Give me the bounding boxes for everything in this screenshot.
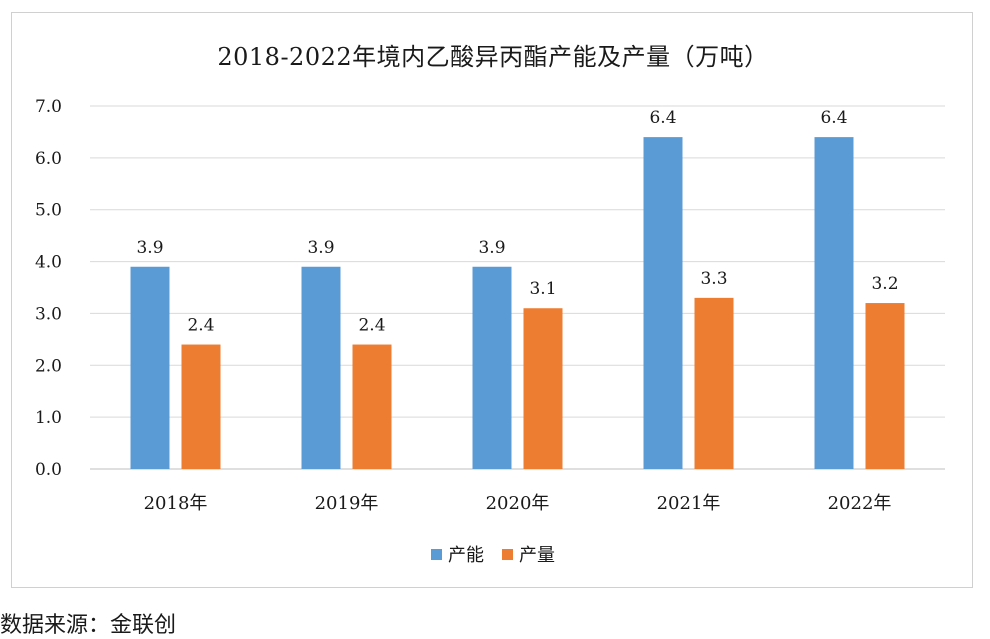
bar-output [865,303,905,469]
legend-label-output: 产量 [519,545,555,566]
y-tick-label: 1.0 [35,408,62,428]
chart-title: 2018-2022年境内乙酸异丙酯产能及产量（万吨） [217,43,769,71]
data-label: 6.4 [649,108,676,128]
y-tick-label: 4.0 [35,253,62,273]
bar-output [181,344,221,469]
chart-legend: 产能 产量 [12,541,974,567]
bar-capacity [472,266,512,469]
y-tick-label: 7.0 [35,97,62,117]
y-tick-label: 2.0 [35,356,62,376]
bar-capacity [814,137,854,469]
data-label: 6.4 [820,108,847,128]
data-label: 3.2 [871,274,898,294]
data-label: 2.4 [187,316,214,336]
bar-capacity [130,266,170,469]
legend-item-output: 产量 [502,541,555,567]
x-tick-label: 2019年 [315,493,379,514]
y-tick-label: 6.0 [35,149,62,169]
x-tick-label: 2021年 [657,493,721,514]
bar-output [352,344,392,469]
bar-output [523,308,563,469]
x-tick-label: 2020年 [486,493,550,514]
legend-label-capacity: 产能 [448,545,484,566]
bar-capacity [643,137,683,469]
legend-item-capacity: 产能 [431,541,484,567]
data-label: 3.1 [529,279,556,299]
chart-frame: 2018-2022年境内乙酸异丙酯产能及产量（万吨） 0.0 1.0 2.0 3.0 4… [11,12,973,588]
y-tick-label: 0.0 [35,460,62,480]
bar-chart-plot: 0.0 1.0 2.0 3.0 4.0 5.0 6.0 7.0 3.9 2.4 2018年 3.9 2.… [35,97,945,514]
data-label: 3.9 [478,238,505,258]
y-tick-label: 5.0 [35,201,62,221]
y-tick-label: 3.0 [35,304,62,324]
bar-output [694,297,734,469]
x-tick-label: 2022年 [828,493,892,514]
x-tick-label: 2018年 [144,493,208,514]
data-label: 3.9 [307,238,334,258]
bar-capacity [301,266,341,469]
source-note: 数据来源：金联创 [0,613,177,638]
data-label: 3.3 [700,269,727,289]
legend-swatch-capacity [431,548,442,560]
data-label: 3.9 [136,238,163,258]
data-label: 2.4 [358,316,385,336]
legend-swatch-output [502,548,513,560]
